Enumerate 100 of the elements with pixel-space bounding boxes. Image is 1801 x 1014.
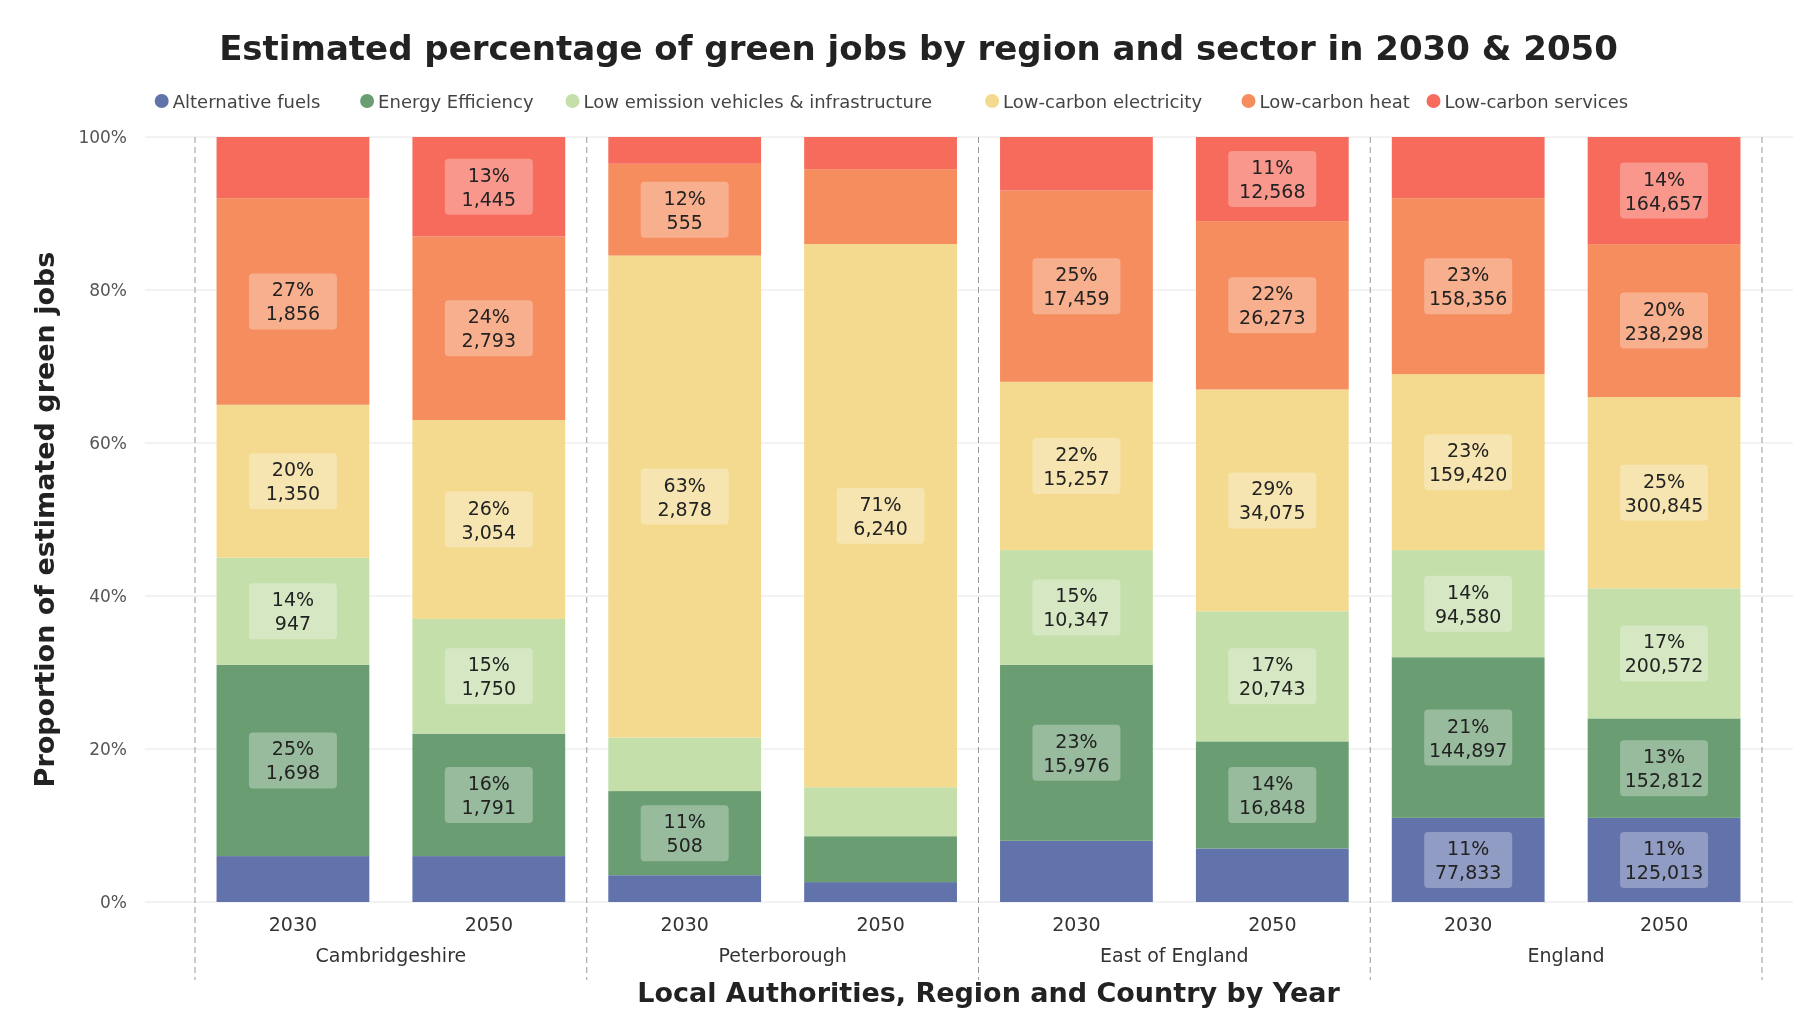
bar [1195, 221, 1349, 390]
x-tick-label: 2030 [1444, 913, 1493, 935]
bar [1195, 137, 1349, 222]
data-label: 71% 6,240 [853, 492, 908, 539]
bar [412, 236, 566, 421]
text: England [1527, 944, 1605, 966]
data-label: 11% 77,833 [1434, 836, 1502, 883]
data-label: 25% 300,845 [1624, 469, 1704, 516]
bar [412, 856, 566, 902]
bar [1000, 381, 1153, 551]
bar [608, 163, 762, 256]
data-label: 14% 947 [271, 588, 315, 635]
legend-label: Low-carbon services [1444, 90, 1629, 112]
data-label: 16% 1,791 [461, 771, 517, 818]
bar [216, 856, 370, 902]
legend-label: Energy Efficiency [378, 90, 534, 112]
bar [1000, 550, 1153, 665]
y-tick-label: 20% [89, 739, 127, 759]
bar [804, 169, 957, 245]
x-axis-title: Local Authorities, Region and Country by Year [637, 977, 1341, 1008]
bar [608, 875, 762, 902]
legend-label: Low-carbon heat [1259, 90, 1410, 112]
data-label: 11% 12,568 [1239, 156, 1306, 203]
y-axis-title: Proportion of estimated green jobs [28, 251, 60, 788]
legend-label: Low-carbon electricity [1003, 90, 1203, 112]
data-label: 20% 238,298 [1624, 297, 1704, 344]
data-label: 20% 1,350 [265, 458, 321, 505]
bar [1587, 817, 1741, 902]
data-label: 15% 10,347 [1043, 584, 1110, 631]
x-tick-label: 2030 [268, 913, 318, 935]
bar [1587, 244, 1741, 398]
x-tick-label: 2050 [856, 913, 905, 935]
bar [1000, 664, 1153, 841]
bar [216, 198, 370, 405]
data-label: 17% 20,743 [1239, 653, 1306, 700]
y-tick-label: 60% [89, 433, 127, 453]
data-label: 14% 16,848 [1239, 771, 1306, 818]
data-label: 29% 34,075 [1239, 477, 1306, 524]
y-tick-label: 0% [100, 892, 127, 912]
bar [1391, 137, 1545, 199]
data-label: 13% 1,445 [461, 163, 517, 210]
bar [216, 664, 370, 857]
text: Peterborough [718, 944, 847, 966]
data-label: 13% 152,812 [1624, 745, 1704, 792]
bar [1195, 848, 1349, 902]
y-tick-label: 40% [89, 586, 127, 606]
bar [804, 137, 957, 170]
bar [1195, 389, 1349, 612]
bar [1587, 718, 1741, 818]
bar [804, 836, 957, 883]
x-tick-label: 2050 [1639, 913, 1689, 935]
data-label: 14% 164,657 [1624, 167, 1704, 214]
x-tick-label: 2050 [464, 913, 513, 935]
bar [1000, 840, 1153, 902]
data-label: 24% 2,793 [461, 305, 517, 352]
bar [1587, 137, 1741, 245]
x-tick-label: 2030 [1052, 913, 1101, 935]
data-label: 21% 144,897 [1428, 714, 1508, 761]
bar [1587, 588, 1741, 719]
data-label: 22% 15,257 [1043, 442, 1110, 489]
data-label: 11% 125,013 [1624, 836, 1704, 883]
bar [1000, 190, 1153, 382]
bar [412, 420, 566, 619]
bar [1195, 611, 1349, 742]
bar [412, 137, 566, 237]
data-label: 22% 26,273 [1239, 282, 1306, 329]
data-label: 14% 94,580 [1434, 580, 1502, 627]
data-label: 25% 17,459 [1043, 263, 1110, 310]
text: Cambridgeshire [315, 944, 467, 966]
data-label: 17% 200,572 [1624, 630, 1704, 677]
data-label: 26% 3,054 [461, 496, 517, 543]
bar [216, 137, 370, 199]
data-label: 11% 508 [663, 810, 706, 857]
legend-label: Low emission vehicles & infrastructure [583, 90, 933, 112]
bar [1391, 817, 1545, 902]
bar [804, 882, 957, 902]
bar [1391, 198, 1545, 375]
data-label: 23% 15,976 [1043, 729, 1110, 776]
bar [216, 557, 370, 665]
bar [608, 137, 762, 164]
bar [1391, 374, 1545, 551]
chart-title: Estimated percentage of green jobs by region and sector in 2030 & 2050 [219, 28, 1618, 68]
data-label: 15% 1,750 [461, 653, 517, 700]
text: East of England [1100, 944, 1249, 966]
data-label: 25% 1,698 [265, 737, 321, 784]
bar [1587, 397, 1741, 589]
data-label: 23% 158,356 [1428, 263, 1508, 310]
bar [804, 244, 957, 788]
data-label: 23% 159,420 [1428, 439, 1508, 486]
data-label: 27% 1,856 [265, 278, 321, 325]
data-label: 63% 2,878 [657, 473, 712, 520]
bar [608, 791, 762, 876]
y-tick-label: 100% [78, 127, 127, 147]
y-tick-label: 80% [89, 280, 127, 300]
bar [1195, 741, 1349, 849]
bar [412, 733, 566, 857]
legend-label: Alternative fuels [172, 90, 321, 112]
data-label: 12% 555 [663, 186, 706, 233]
bar [608, 737, 762, 792]
bar [804, 787, 957, 837]
